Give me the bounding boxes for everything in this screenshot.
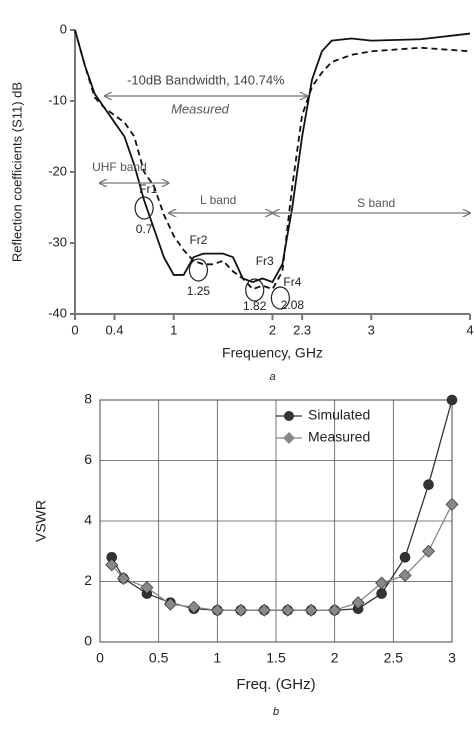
data-point	[187, 600, 201, 614]
annotation: Measured	[171, 101, 230, 116]
resonance-marker	[188, 258, 209, 282]
series-line	[111, 504, 453, 611]
x-tick-label: 0	[96, 650, 104, 666]
y-tick-label: 6	[84, 451, 92, 467]
data-point	[423, 479, 434, 491]
series-line	[74, 29, 471, 291]
x-tick-label: 3	[448, 650, 456, 666]
y-tick-label: -20	[48, 163, 67, 178]
legend-label: Simulated	[308, 407, 370, 423]
data-point	[281, 603, 295, 617]
data-point	[422, 544, 435, 558]
x-tick-label: 0	[71, 322, 78, 337]
data-point	[351, 596, 365, 610]
data-point	[234, 603, 248, 617]
x-tick-label: 2.5	[384, 650, 404, 666]
y-tick-label: 2	[84, 572, 92, 588]
legend-label: Measured	[308, 429, 370, 445]
data-point	[105, 558, 119, 572]
x-tick-label: 1.5	[266, 650, 286, 666]
resonance-freq: 1.82	[243, 299, 267, 313]
y-tick-label: 0	[84, 633, 92, 649]
x-tick-label: 2	[269, 322, 276, 337]
data-point	[163, 597, 177, 611]
band-label: L band	[200, 193, 236, 207]
resonance-marker	[245, 278, 265, 302]
resonance-marker	[270, 286, 290, 310]
resonance-marker	[134, 196, 154, 220]
y-tick-label: 0	[60, 21, 67, 36]
data-point	[328, 603, 342, 617]
x-tick-label: 1	[170, 322, 177, 337]
band-label: S band	[357, 196, 395, 210]
x-tick-label: 3	[368, 322, 375, 337]
data-point	[375, 576, 389, 590]
y-tick-label: 8	[84, 391, 92, 407]
y-tick-label: -30	[48, 234, 67, 249]
bandwidth-label: -10dB Bandwidth, 140.74%	[127, 72, 285, 87]
series-line	[111, 399, 453, 611]
caption: b	[273, 706, 279, 718]
y-tick-label: 4	[84, 512, 92, 528]
caption: a	[269, 371, 275, 383]
legend-marker	[283, 432, 295, 444]
band-label: UHF band	[92, 160, 147, 174]
y-axis-label: Reflection coefficients (S11) dB	[9, 82, 24, 262]
data-point	[446, 394, 458, 406]
x-tick-label: 0.5	[149, 650, 169, 666]
x-axis-label: Freq. (GHz)	[236, 676, 315, 693]
data-point	[117, 572, 130, 585]
data-point	[257, 603, 271, 617]
resonance-freq: 2.08	[281, 298, 305, 312]
resonance-name: Fr1	[139, 182, 157, 196]
data-point	[210, 603, 224, 617]
y-axis-label: VSWR	[33, 500, 49, 542]
x-tick-label: 0.4	[105, 322, 123, 337]
data-point	[304, 603, 318, 617]
x-tick-label: 2	[331, 650, 339, 666]
data-point	[376, 588, 387, 599]
x-tick-label: 1	[213, 650, 221, 666]
resonance-name: Fr2	[189, 233, 207, 247]
resonance-name: Fr4	[283, 275, 301, 289]
resonance-freq: 1.25	[187, 284, 211, 298]
data-point	[445, 497, 459, 511]
legend-marker	[284, 411, 294, 421]
data-point	[140, 581, 154, 594]
data-point	[399, 551, 411, 563]
y-tick-label: -10	[48, 92, 67, 107]
series-line	[74, 29, 471, 284]
x-tick-label: 4	[466, 322, 473, 337]
resonance-freq: 0.7	[136, 222, 153, 236]
x-axis-label: Frequency, GHz	[222, 345, 323, 361]
data-point	[398, 569, 412, 582]
x-tick-label: 2.3	[293, 322, 311, 337]
resonance-name: Fr3	[256, 254, 274, 268]
y-tick-label: -40	[48, 305, 67, 320]
